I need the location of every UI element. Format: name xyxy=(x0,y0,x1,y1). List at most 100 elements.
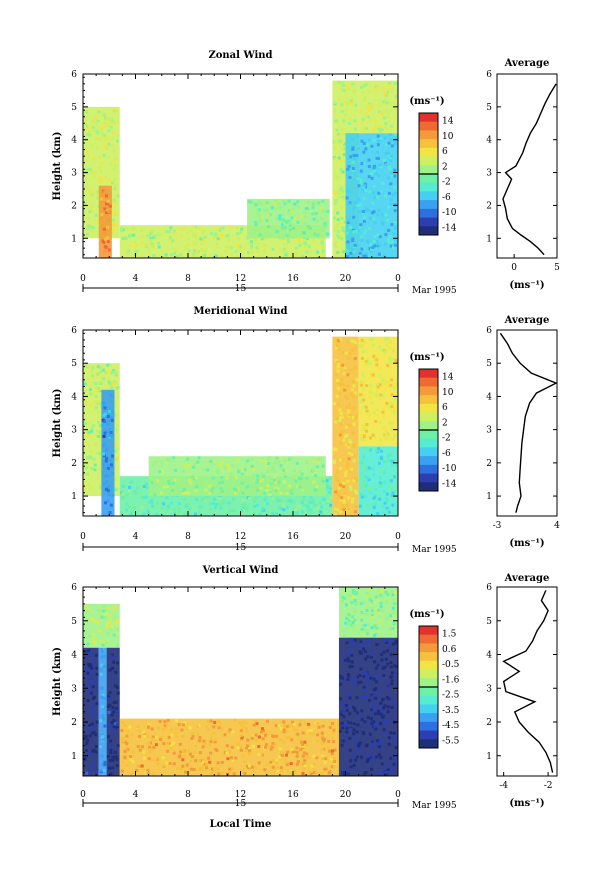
heatmap-cell xyxy=(300,472,304,476)
heatmap-cell xyxy=(147,248,151,252)
heatmap-cell xyxy=(351,621,355,625)
heatmap-cell xyxy=(387,165,391,169)
heatmap-cell xyxy=(301,744,305,748)
heatmap-cell xyxy=(361,349,365,353)
heatmap-cell xyxy=(302,503,306,507)
heatmap-cell xyxy=(112,660,116,664)
heatmap-cell xyxy=(177,502,181,506)
heatmap-cell xyxy=(345,704,349,708)
heatmap-cell xyxy=(394,103,398,107)
heatmap-cell xyxy=(276,769,280,773)
heatmap-cell xyxy=(376,414,380,418)
heatmap-cell xyxy=(104,145,108,149)
heatmap-cell xyxy=(386,459,390,463)
heatmap-cell xyxy=(274,724,278,728)
heatmap-cell xyxy=(384,98,388,102)
heatmap-cell xyxy=(389,383,393,387)
heatmap-cell xyxy=(144,482,148,486)
heatmap-cell xyxy=(100,179,104,183)
heatmap-cell xyxy=(160,464,164,468)
heatmap-cell xyxy=(188,726,192,730)
heatmap-cell xyxy=(340,378,344,382)
heatmap-cell xyxy=(218,502,222,506)
heatmap-cell xyxy=(97,434,101,438)
heatmap-cell xyxy=(85,739,89,743)
heatmap-cell xyxy=(232,509,236,513)
heatmap-cell xyxy=(127,234,131,238)
heatmap-cell xyxy=(350,660,354,664)
heatmap-cell xyxy=(90,766,94,770)
heatmap-cell xyxy=(187,237,191,241)
heatmap-cell xyxy=(351,705,355,709)
colorbar-tick-label: 10 xyxy=(442,388,454,398)
heatmap-cell xyxy=(391,437,395,441)
heatmap-cell xyxy=(364,612,368,616)
heatmap-cell xyxy=(224,466,228,470)
heatmap-cell xyxy=(109,503,113,507)
heatmap-cell xyxy=(388,638,392,642)
heatmap-cell xyxy=(285,505,289,509)
heatmap-cell xyxy=(262,488,266,492)
y-tick-label: 6 xyxy=(71,326,77,336)
heatmap-cell xyxy=(380,128,384,132)
heatmap-cell xyxy=(242,720,246,724)
heatmap-cell xyxy=(307,499,311,503)
heatmap-cell xyxy=(253,238,257,242)
heatmap-cell xyxy=(389,756,393,760)
heatmap-cell xyxy=(376,588,380,592)
colorbar-swatch xyxy=(419,139,438,149)
colorbar-swatch xyxy=(419,395,438,405)
heatmap-cell xyxy=(183,512,187,516)
heatmap-cell xyxy=(379,601,383,605)
heatmap-cell xyxy=(87,430,91,434)
heatmap-cell xyxy=(250,464,254,468)
heatmap-cell xyxy=(386,384,390,388)
heatmap-cell xyxy=(113,449,117,453)
heatmap-cell xyxy=(87,132,91,136)
heatmap-cell xyxy=(88,734,92,738)
heatmap-cell xyxy=(177,722,181,726)
heatmap-cell xyxy=(350,664,354,668)
heatmap-cell xyxy=(114,700,118,704)
heatmap-cell xyxy=(100,213,104,217)
heatmap-cells xyxy=(83,80,398,258)
colorbar-swatch xyxy=(419,660,438,671)
heatmap-cell xyxy=(121,496,125,500)
heatmap-cell xyxy=(389,156,393,160)
heatmap-cell xyxy=(354,476,358,480)
heatmap-cell xyxy=(296,735,300,739)
heatmap-cell xyxy=(104,641,108,645)
heatmap-cell xyxy=(106,474,110,478)
date-label: 15 xyxy=(235,799,247,809)
heatmap-cell xyxy=(83,202,87,206)
heatmap-cell xyxy=(351,248,355,252)
heatmap-cell xyxy=(247,766,251,770)
heatmap-cell xyxy=(345,254,349,258)
heatmap-cell xyxy=(109,117,113,121)
heatmap-cell xyxy=(327,739,331,743)
heatmap-cell xyxy=(393,393,397,397)
heatmap-cell xyxy=(370,742,374,746)
heatmap-cell xyxy=(227,465,231,469)
heatmap-cell xyxy=(391,627,395,631)
heatmap-cell xyxy=(121,491,125,495)
heatmap-cell xyxy=(146,769,150,773)
heatmap-cell xyxy=(123,723,127,727)
heatmap-cell xyxy=(352,763,356,767)
heatmap-cell xyxy=(116,619,120,623)
heatmap-cell xyxy=(347,357,351,361)
heatmap-cell xyxy=(331,749,335,753)
heatmap-cell xyxy=(170,491,174,495)
heatmap-cell xyxy=(354,741,358,745)
heatmap-cell xyxy=(352,681,356,685)
heatmap-cell xyxy=(381,222,385,226)
heatmap-cell xyxy=(247,751,251,755)
heatmap-cell xyxy=(347,507,351,511)
heatmap-cell xyxy=(257,247,261,251)
heatmap-cell xyxy=(95,115,99,119)
heatmap-cell xyxy=(275,230,279,234)
heatmap-cell xyxy=(390,463,394,467)
profile-y-tick-label: 3 xyxy=(486,684,492,694)
heatmap-cell xyxy=(346,240,350,244)
heatmap-cell xyxy=(339,682,343,686)
